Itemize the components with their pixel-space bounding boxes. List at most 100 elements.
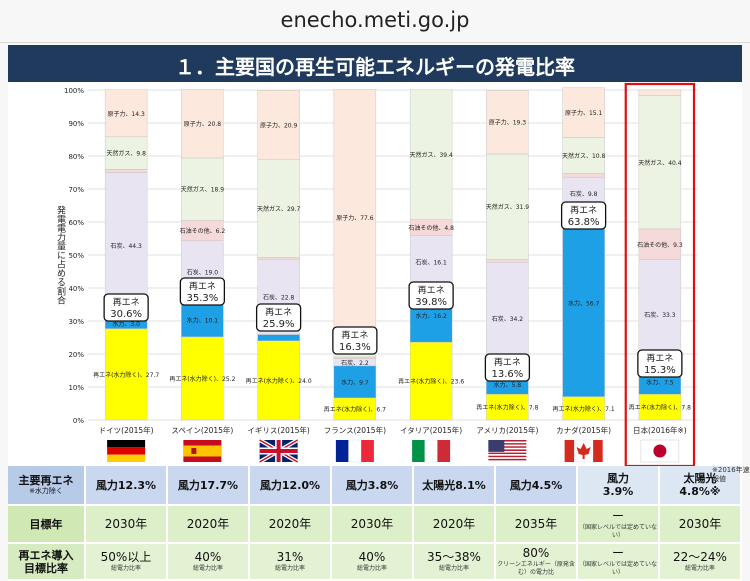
bar-segment [181, 89, 224, 159]
flag-shape [488, 457, 527, 459]
table-cell: ー（国家レベルでは定めていない） [578, 506, 660, 544]
cell-value: 風力4.5% [509, 478, 563, 492]
stacked-bar-chart: 0% 10% 20% 30% 40% 50% 60% 70% 80% 90% 100% 発電電力量に占… [55, 82, 698, 467]
bar-data-label: 水力、3.0 [112, 320, 140, 328]
x-tick-label: フランス(2015年) [324, 425, 386, 435]
flag-shape [488, 440, 527, 442]
callout-label: 再エネ [570, 205, 597, 216]
maple-leaf-icon [576, 443, 591, 459]
comparison-table: 主要再エネ ※水力除く 風力12.3% 風力17.7% 風力12.0% 風力3.8% 太陽光… [8, 466, 742, 581]
flag-shape [191, 448, 197, 454]
table-cell: 太陽光8.1% [414, 466, 496, 506]
renewable-callout-box [332, 326, 378, 355]
callout-value: 15.3% [644, 365, 676, 376]
browser-url-bar[interactable]: enecho.meti.go.jp [0, 0, 750, 43]
bar-segment [257, 159, 300, 258]
bar-data-label: 再エネ(水力除く)、24.0 [246, 377, 312, 385]
bar-data-label: 石油その他、9.3 [637, 241, 683, 249]
table-cell: ー（国家レベルでは定めていない） [578, 544, 660, 581]
row-header-title: 目標年 [29, 517, 63, 531]
flag-shape [107, 440, 146, 448]
bar-data-label: 水力、10.1 [187, 317, 219, 325]
callout-label: 再エネ [265, 307, 292, 318]
flag-shape [424, 439, 438, 463]
canada-flag-icon [564, 439, 603, 463]
bar-data-label: 石炭、19.0 [187, 270, 219, 277]
bar-segment [104, 89, 148, 138]
table-cell: 2020年 [168, 506, 250, 544]
slide-title: １．主要国の再生可能エネルギーの発電比率 [175, 55, 575, 79]
row-header: 目標年 [8, 506, 86, 544]
flag-shape [488, 455, 527, 458]
bar-segment [333, 365, 377, 399]
y-tick-label: 70% [68, 186, 84, 194]
callout-value: 13.6% [491, 369, 523, 380]
x-tick-label: イギリス(2015年) [247, 425, 310, 435]
flag-shape [488, 440, 505, 452]
bar-segment [104, 328, 148, 421]
japan-flag-icon [640, 439, 680, 463]
y-tick-label: 50% [68, 252, 84, 260]
bar-data-label: 再エネ(水力除く)、7.8 [629, 404, 691, 412]
flag-shape [361, 440, 374, 462]
y-tick-label: 40% [68, 285, 84, 293]
y-tick-label: 100% [64, 87, 84, 95]
bar-data-label: 水力、56.7 [568, 300, 600, 308]
callout-label: 再エネ [646, 353, 673, 364]
cell-note: 総電力比率 [684, 565, 715, 572]
bar-segment [486, 259, 529, 263]
table-cell: 2030年 [86, 506, 168, 544]
bar-segment [638, 228, 682, 260]
table-cell: 風力3.8% [332, 466, 414, 506]
cell-value: 2030年 [678, 516, 722, 531]
bar-segment [486, 153, 529, 260]
cell-value: 80% [522, 546, 550, 560]
bar-data-label: 原子力、20.9 [260, 121, 298, 129]
bar-data-label: 再エネ(水力除く)、27.7 [93, 371, 159, 379]
callout-label: 再エネ [418, 285, 445, 296]
bar-data-label: 水力、9.7 [341, 378, 369, 386]
y-tick-label: 20% [68, 351, 84, 359]
table-cell: 風力 3.9% [578, 466, 660, 506]
flag-shape [488, 441, 527, 444]
y-tick-label: 30% [68, 318, 84, 326]
bar-segment [562, 172, 605, 178]
flag-shape [488, 449, 527, 451]
flag-shape [564, 440, 575, 462]
renewable-callout-box [637, 349, 683, 378]
flag-shape [488, 447, 527, 450]
row-header: 主要再エネ ※水力除く [8, 466, 86, 506]
renewable-callout-box [179, 277, 226, 306]
cell-value: 風力12.0% [259, 478, 321, 492]
cell-value: 太陽光 4.8%※ [679, 472, 721, 498]
cell-value: 40% [358, 550, 386, 564]
table-cell: 40% 総電力比率 [332, 544, 414, 581]
italy-flag-icon [412, 439, 451, 463]
bar-segment [333, 356, 377, 359]
y-tick-label: 10% [68, 384, 84, 392]
flag-shape [488, 443, 527, 445]
cell-value: 31% [276, 550, 304, 564]
cell-value: 2020年 [186, 516, 230, 531]
y-tick-label: 80% [68, 153, 84, 161]
cell-value: 2030年 [104, 516, 148, 531]
bar-data-label: 原子力、15.1 [565, 109, 603, 117]
y-axis-label: 発電電力量に占める割合 [55, 204, 66, 305]
cell-value: 40% [194, 550, 222, 564]
cell-value: 50%以上 [100, 550, 152, 564]
table-cell: 風力4.5% [496, 466, 578, 506]
bar-segment [257, 257, 300, 260]
slide-title-banner: １．主要国の再生可能エネルギーの発電比率 [8, 45, 742, 82]
flag-shape [183, 445, 222, 457]
table-cell: 35～38% 総電力比率 [414, 544, 496, 581]
callout-value: 35.3% [186, 293, 218, 304]
cell-note: 総電力比率 [192, 565, 223, 572]
bar-data-label: 石炭、16.1 [415, 260, 447, 267]
flag-shape [488, 458, 527, 461]
cell-value: 22～24% [673, 550, 727, 564]
table-cell: 風力12.3% [86, 466, 168, 506]
callout-value: 16.3% [339, 342, 371, 353]
cell-note: （国家レベルでは定めていない） [578, 561, 657, 576]
cell-value: 風力17.7% [177, 478, 239, 492]
renewable-callout-box [103, 293, 149, 322]
